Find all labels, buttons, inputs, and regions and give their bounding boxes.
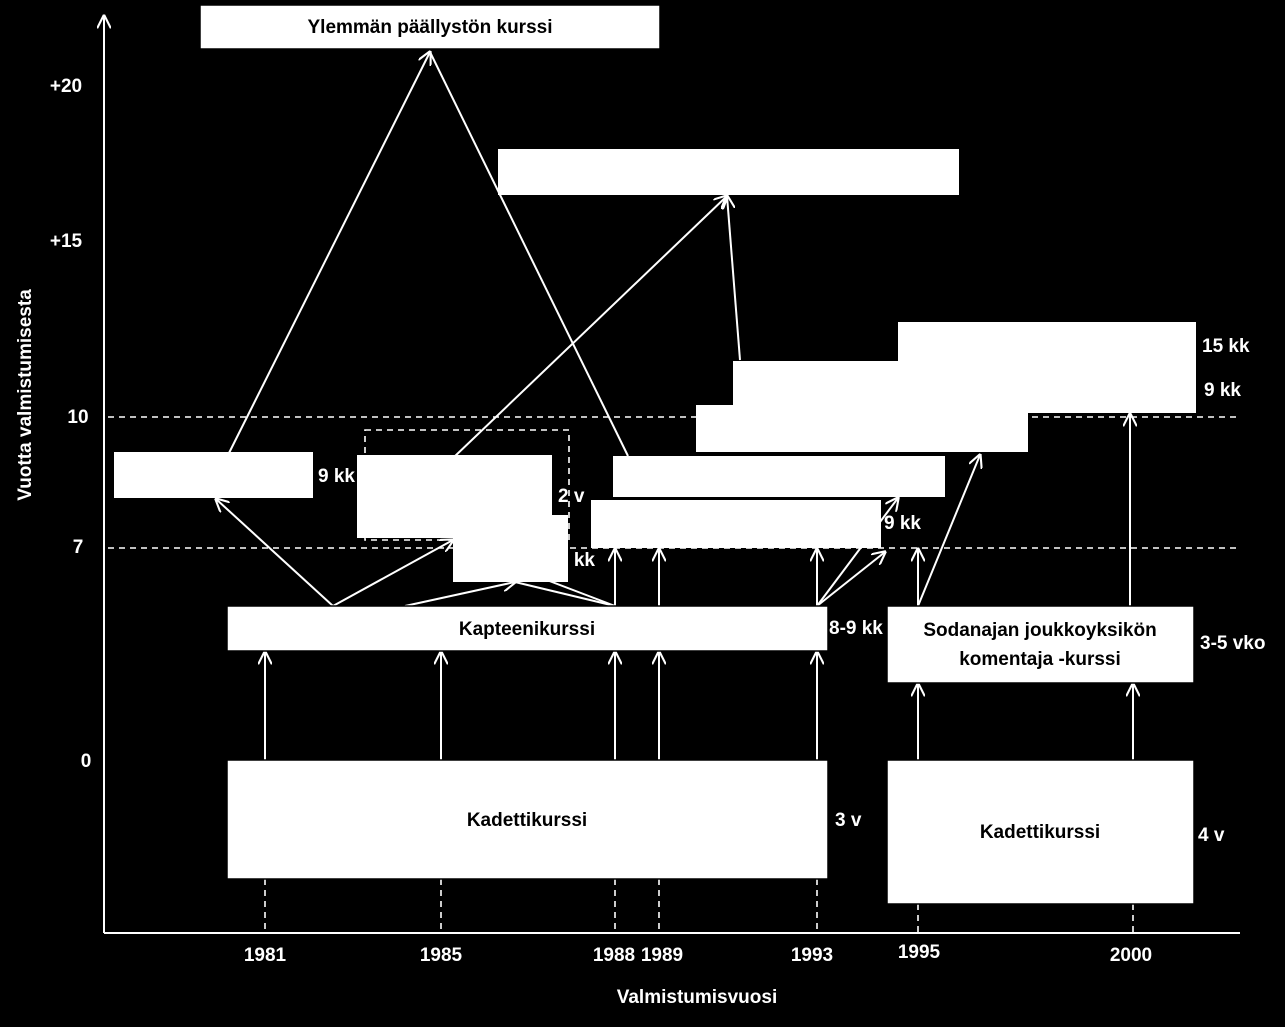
- course-box: [226, 605, 829, 652]
- x-tick-label: 1989: [641, 945, 683, 966]
- y-tick-label: 7: [73, 537, 84, 558]
- y-tick-label: 0: [81, 751, 92, 772]
- x-tick-label: 2000: [1110, 945, 1152, 966]
- course-label: Ylemmän päällystön kurssi: [308, 17, 553, 38]
- drop-lines: [264, 879, 1134, 933]
- x-axis-label: Valmistumisvuosi: [617, 987, 778, 1008]
- x-tick-label: 1995: [898, 942, 941, 963]
- duration-label: 4 v: [1198, 825, 1225, 846]
- y-tick-label: +15: [50, 231, 83, 252]
- y-axis-label: Vuotta valmistumisesta: [15, 289, 36, 501]
- duration-label: 3 v: [835, 810, 862, 831]
- course-box: [199, 4, 661, 50]
- arrows: [216, 52, 1133, 760]
- duration-label: 9 kk: [1204, 380, 1241, 401]
- course-label: Kadettikurssi: [467, 810, 587, 831]
- course-label: Sodanajan joukkoyksikön: [923, 620, 1156, 641]
- course-box: [886, 605, 1195, 684]
- course-label: Kapteenikurssi: [459, 619, 595, 640]
- duration-label: 9 kk: [318, 466, 355, 487]
- course-label: komentaja -kurssi: [959, 649, 1121, 670]
- blank-boxes: [114, 149, 1196, 582]
- duration-label: 2 v: [558, 486, 585, 507]
- y-tick-label: +20: [50, 76, 82, 97]
- duration-label: 15 kk: [1202, 336, 1250, 357]
- course-box: [886, 759, 1195, 905]
- x-tick-label: 1993: [791, 945, 833, 966]
- duration-label: 9 kk: [884, 513, 921, 534]
- course-label: Kadettikurssi: [980, 822, 1100, 843]
- x-tick-label: 1981: [244, 945, 287, 966]
- x-tick-label: 1988: [593, 945, 635, 966]
- duration-label: 3-5 vko: [1200, 633, 1265, 654]
- duration-label: 6 kk: [558, 550, 595, 571]
- duration-label: 8-9 kk: [829, 618, 883, 639]
- y-tick-label: 10: [67, 407, 88, 428]
- course-box: [226, 759, 829, 880]
- x-tick-label: 1985: [420, 945, 463, 966]
